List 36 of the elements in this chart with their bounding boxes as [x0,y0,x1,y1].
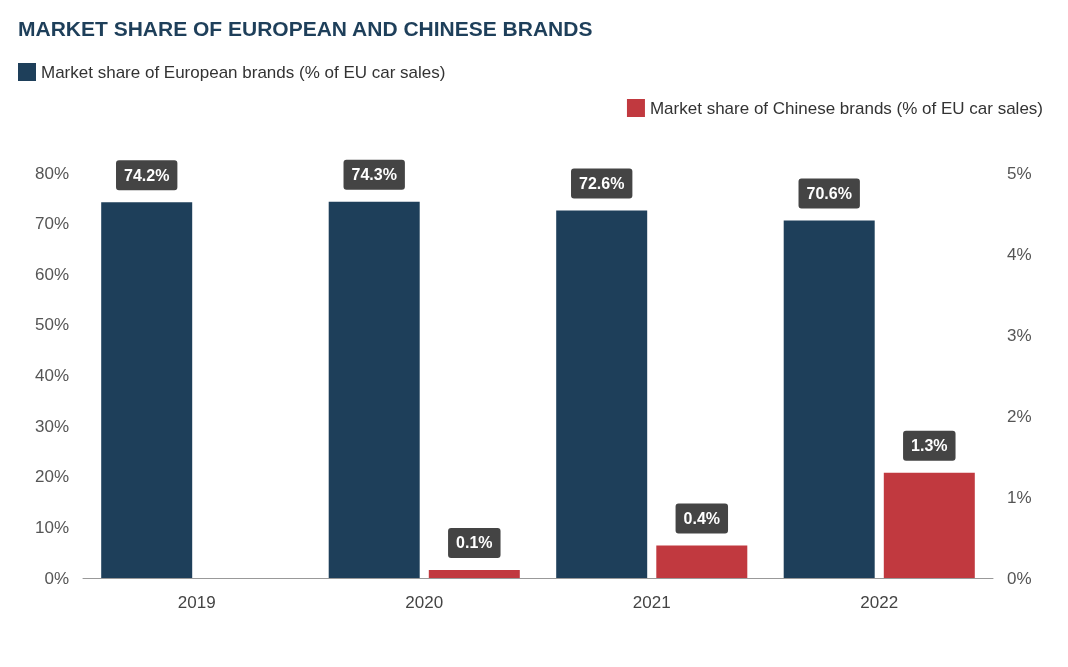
y-tick-label: 0% [44,568,69,588]
y-tick-label: 20% [34,467,69,487]
data-label: 0.1% [456,534,493,552]
y-tick-label: 30% [34,416,69,436]
x-tick-label: 2022 [860,593,899,612]
y2-tick-label: 2% [1007,406,1032,426]
y2-tick-label: 4% [1007,244,1032,264]
y2-tick-label: 1% [1007,487,1032,507]
data-label: 0.4% [683,510,721,528]
data-label: 1.3% [911,437,948,455]
chart-title: MARKET SHARE OF EUROPEAN AND CHINESE BRANDS [18,17,593,40]
bar [328,201,420,578]
y2-tick-label: 0% [1007,568,1032,588]
data-label: 74.2% [124,166,170,184]
y-tick-label: 80% [34,163,69,183]
y-tick-label: 70% [34,214,69,234]
x-tick-label: 2019 [177,593,216,612]
data-label: 72.6% [579,174,625,192]
x-tick-label: 2020 [405,593,444,612]
bar [783,220,875,578]
data-label: 74.3% [351,166,397,184]
bar [428,569,520,578]
bar [101,202,193,578]
x-tick-label: 2021 [632,593,671,612]
legend-label: Market share of European brands (% of EU car sales) [41,62,446,82]
y2-tick-label: 5% [1007,163,1032,183]
y2-tick-label: 3% [1007,325,1032,345]
bar [883,472,975,578]
y-tick-label: 10% [34,517,69,537]
bar [556,210,648,578]
legend-label: Market share of Chinese brands (% of EU car sales) [649,98,1044,118]
y-tick-label: 50% [34,315,69,335]
data-label: 70.6% [806,185,852,203]
y-tick-label: 60% [34,264,69,284]
y-tick-label: 40% [34,366,69,385]
bar [656,545,748,578]
